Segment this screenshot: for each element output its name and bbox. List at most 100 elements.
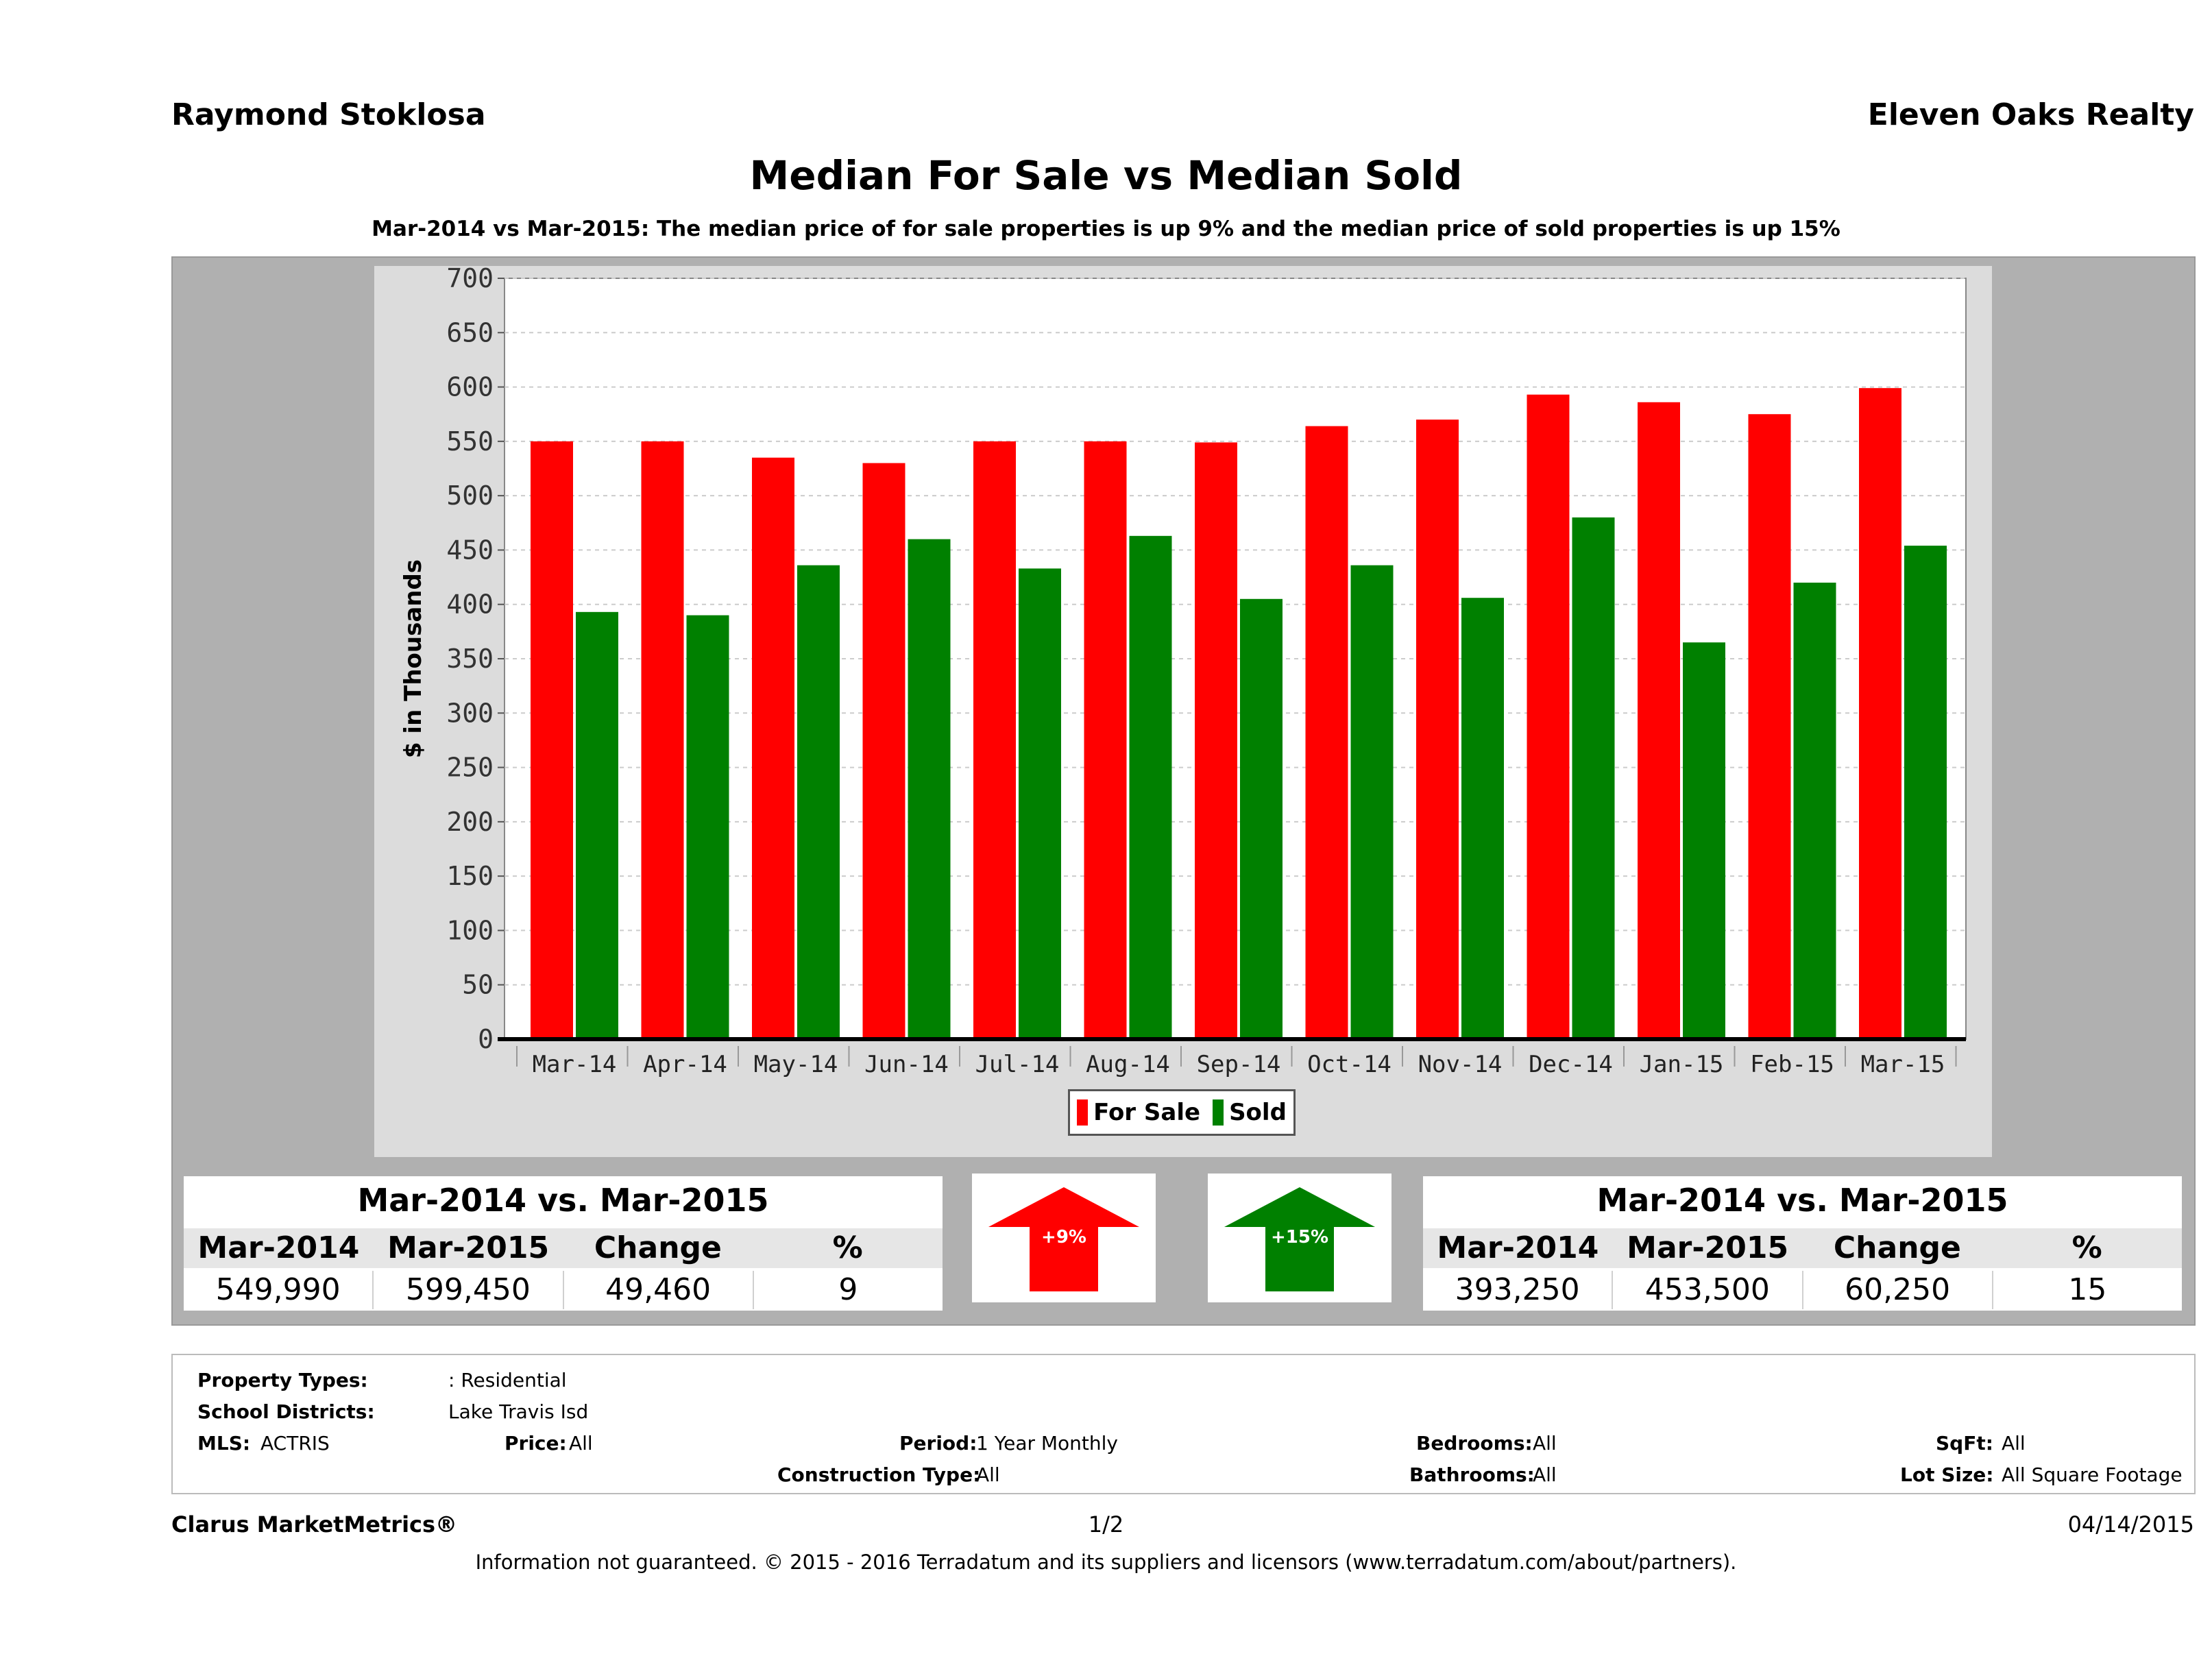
lot-size-value: All Square Footage xyxy=(2002,1463,2183,1486)
bathrooms-value: All xyxy=(1533,1463,1557,1486)
bar-for-sale xyxy=(752,457,794,1039)
chart-title: Median For Sale vs Median Sold xyxy=(749,152,1463,199)
summary-header-cell: Mar-2015 xyxy=(387,1230,550,1265)
price-label: Price: xyxy=(505,1432,567,1455)
report-date: 04/14/2015 xyxy=(2067,1511,2194,1537)
summary-header-cell: Change xyxy=(594,1230,722,1265)
construction-type-label: Construction Type: xyxy=(777,1463,981,1486)
sold-change-box: +15% xyxy=(1208,1174,1391,1302)
summary-value-cell: 599,450 xyxy=(374,1271,564,1309)
school-districts-label: School Districts: xyxy=(197,1400,375,1423)
summary-title: Mar-2014 vs. Mar-2015 xyxy=(357,1182,769,1219)
bar-sold xyxy=(1350,565,1394,1039)
summary-value-row: 393,250 453,500 60,250 15 xyxy=(1423,1271,2182,1309)
x-tick-label: Oct-14 xyxy=(1307,1051,1391,1078)
legend-item-for-sale: For Sale xyxy=(1077,1099,1200,1126)
summary-value-cell: 453,500 xyxy=(1613,1271,1803,1309)
bar-for-sale xyxy=(1748,414,1791,1039)
bar-sold xyxy=(1129,535,1172,1039)
bar-for-sale xyxy=(1195,442,1237,1039)
x-tick-label: Feb-15 xyxy=(1750,1051,1834,1078)
summary-value-cell: 60,250 xyxy=(1803,1271,1993,1309)
y-tick-label: 0 xyxy=(478,1024,494,1054)
bar-for-sale xyxy=(531,441,573,1039)
legend: For Sale Sold xyxy=(1068,1089,1296,1136)
bar-sold xyxy=(1461,598,1504,1039)
bar-for-sale xyxy=(862,463,906,1039)
bar-sold xyxy=(1793,583,1836,1039)
y-tick-label: 300 xyxy=(446,698,494,728)
x-tick-label: May-14 xyxy=(754,1051,838,1078)
property-types-value: : Residential xyxy=(448,1369,567,1391)
bar-sold xyxy=(1240,598,1283,1039)
for-sale-change-label: +9% xyxy=(1041,1227,1086,1248)
x-tick-label: Nov-14 xyxy=(1418,1051,1503,1078)
legend-swatch-sold xyxy=(1213,1099,1224,1126)
legend-label-sold: Sold xyxy=(1229,1099,1287,1126)
y-tick-label: 350 xyxy=(446,644,494,674)
bar-sold xyxy=(1572,517,1615,1039)
summary-header-cell: Change xyxy=(1833,1230,1961,1265)
bar-sold xyxy=(576,611,618,1039)
mls-label: MLS: xyxy=(197,1432,251,1455)
agent-name: Raymond Stoklosa xyxy=(171,97,486,132)
x-tick-label: Dec-14 xyxy=(1529,1051,1613,1078)
y-tick-label: 550 xyxy=(446,426,494,457)
bar-sold xyxy=(908,539,951,1039)
x-tick-label: Jan-15 xyxy=(1640,1051,1724,1078)
bar-sold xyxy=(1019,568,1061,1039)
y-tick-label: 100 xyxy=(446,915,494,945)
bar-for-sale xyxy=(1859,388,1901,1039)
bar-for-sale xyxy=(1305,426,1348,1039)
bar-for-sale xyxy=(1084,441,1127,1039)
y-tick-label: 400 xyxy=(446,589,494,620)
bar-for-sale xyxy=(1527,394,1570,1039)
summary-header-cell: % xyxy=(2071,1230,2102,1265)
mls-value: ACTRIS xyxy=(260,1432,330,1455)
construction-type-value: All xyxy=(976,1463,1000,1486)
legend-swatch-for-sale xyxy=(1077,1099,1089,1126)
sold-summary-table: Mar-2014 vs. Mar-2015 Mar-2014 Mar-2015 … xyxy=(1423,1176,2182,1311)
summary-header-cell: Mar-2015 xyxy=(1627,1230,1789,1265)
price-value: All xyxy=(569,1432,593,1455)
summary-value-cell: 49,460 xyxy=(564,1271,754,1309)
summary-header-cell: Mar-2014 xyxy=(1437,1230,1599,1265)
summary-value-cell: 9 xyxy=(838,1272,858,1307)
property-types-label: Property Types: xyxy=(197,1369,368,1391)
bar-for-sale xyxy=(1416,420,1459,1039)
summary-value-cell: 15 xyxy=(2068,1272,2107,1307)
search-criteria: Property Types: : Residential School Dis… xyxy=(171,1354,2196,1494)
legend-label-for-sale: For Sale xyxy=(1093,1099,1201,1126)
bathrooms-label: Bathrooms: xyxy=(1409,1463,1535,1486)
y-tick-label: 650 xyxy=(446,317,494,348)
summary-header-cell: Mar-2014 xyxy=(197,1230,360,1265)
y-tick-label: 500 xyxy=(446,481,494,511)
bar-for-sale xyxy=(641,441,684,1039)
sold-change-label: +15% xyxy=(1270,1227,1329,1248)
summary-header-row: Mar-2014 Mar-2015 Change % xyxy=(184,1228,943,1268)
bedrooms-label: Bedrooms: xyxy=(1416,1432,1533,1455)
x-tick-label: Mar-15 xyxy=(1861,1051,1945,1078)
disclaimer: Information not guaranteed. © 2015 - 201… xyxy=(475,1551,1737,1574)
bar-sold xyxy=(1904,546,1947,1039)
y-tick-label: 450 xyxy=(446,535,494,565)
summary-value-cell: 393,250 xyxy=(1423,1271,1614,1309)
for-sale-summary-table: Mar-2014 vs. Mar-2015 Mar-2014 Mar-2015 … xyxy=(184,1176,943,1311)
arrow-up-icon xyxy=(1224,1187,1375,1291)
y-tick-label: 700 xyxy=(446,266,494,293)
summary-title: Mar-2014 vs. Mar-2015 xyxy=(1596,1182,2008,1219)
y-tick-label: 50 xyxy=(462,970,494,1000)
page-number: 1/2 xyxy=(1088,1511,1124,1537)
summary-value-cell: 549,990 xyxy=(184,1271,374,1309)
bar-for-sale xyxy=(1638,402,1680,1039)
x-tick-label: Mar-14 xyxy=(533,1051,617,1078)
y-tick-label: 150 xyxy=(446,861,494,891)
x-tick-label: Sep-14 xyxy=(1197,1051,1281,1078)
y-tick-label: 200 xyxy=(446,807,494,837)
legend-item-sold: Sold xyxy=(1213,1099,1287,1126)
for-sale-change-box: +9% xyxy=(972,1174,1156,1302)
lot-size-label: Lot Size: xyxy=(1900,1463,1994,1486)
school-districts-value: Lake Travis Isd xyxy=(448,1400,589,1423)
chart-subtitle: Mar-2014 vs Mar-2015: The median price o… xyxy=(372,217,1840,241)
period-label: Period: xyxy=(899,1432,977,1455)
